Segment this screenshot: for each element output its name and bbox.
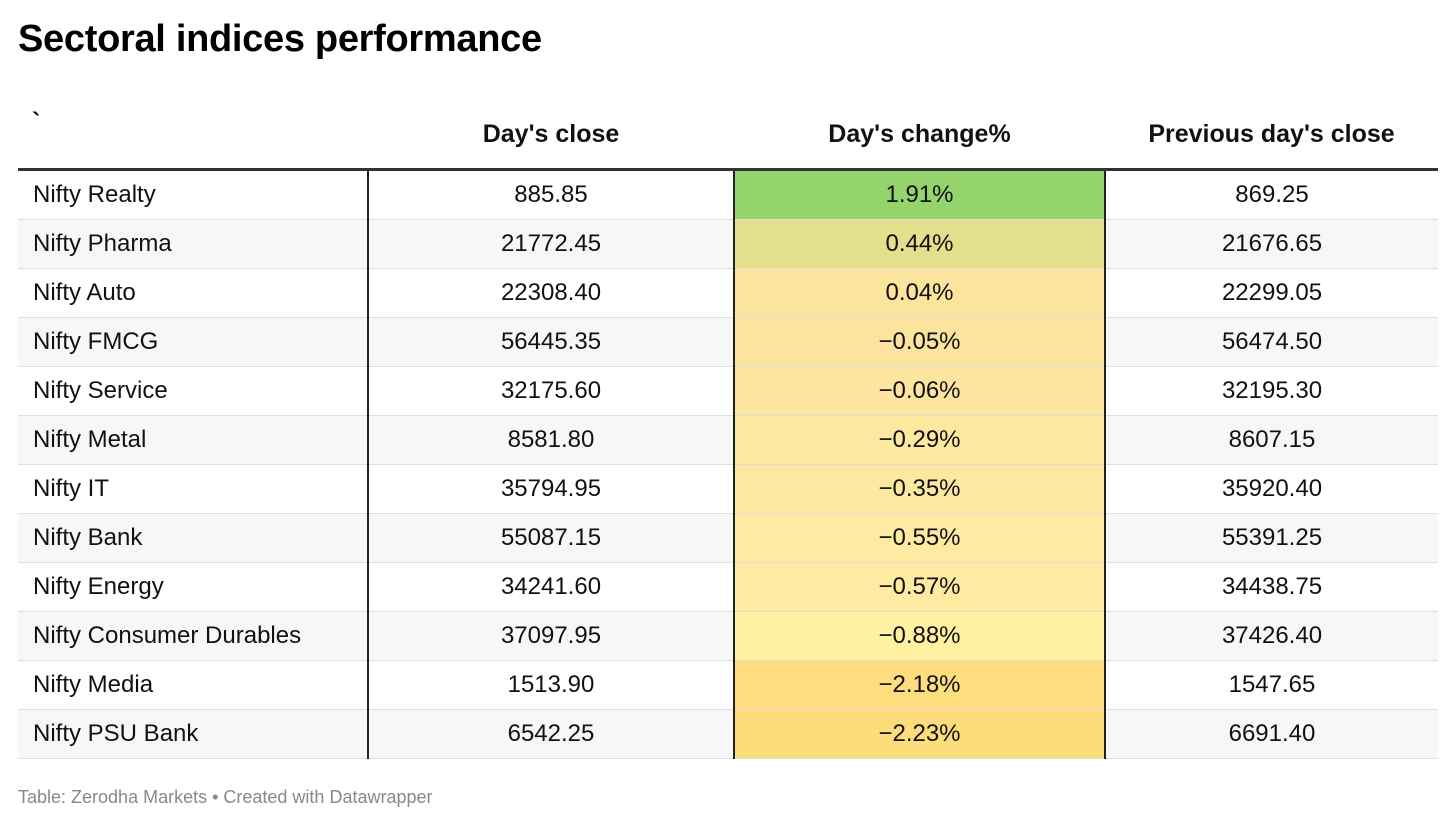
table-row: Nifty PSU Bank 6542.25 −2.23% 6691.40 bbox=[18, 709, 1438, 759]
cell-day-change: −2.23% bbox=[734, 709, 1106, 759]
cell-prev-close: 22299.05 bbox=[1105, 268, 1438, 318]
cell-day-close: 885.85 bbox=[368, 169, 735, 220]
cell-day-change: −0.29% bbox=[734, 415, 1106, 465]
cell-day-close: 35794.95 bbox=[368, 464, 735, 514]
cell-day-change: −0.55% bbox=[734, 513, 1106, 563]
cell-index-name: Nifty Service bbox=[18, 366, 369, 416]
cell-prev-close: 21676.65 bbox=[1105, 219, 1438, 269]
cell-day-change: 0.04% bbox=[734, 268, 1106, 318]
table-row: Nifty Metal 8581.80 −0.29% 8607.15 bbox=[18, 415, 1438, 465]
sector-table: ` Day's close Day's change% Previous day… bbox=[18, 100, 1438, 759]
table-row: Nifty Service 32175.60 −0.06% 32195.30 bbox=[18, 366, 1438, 416]
cell-day-close: 21772.45 bbox=[368, 219, 735, 269]
cell-prev-close: 8607.15 bbox=[1105, 415, 1438, 465]
table-row: Nifty Consumer Durables 37097.95 −0.88% 374… bbox=[18, 611, 1438, 661]
cell-day-change: −0.05% bbox=[734, 317, 1106, 367]
table-row: Nifty IT 35794.95 −0.35% 35920.40 bbox=[18, 464, 1438, 514]
source-footer: Table: Zerodha Markets • Created with Da… bbox=[18, 787, 433, 807]
cell-day-close: 37097.95 bbox=[368, 611, 735, 661]
table-header-row: ` Day's close Day's change% Previous day… bbox=[18, 100, 1438, 171]
column-header-close: Day's close bbox=[368, 100, 734, 171]
cell-day-close: 6542.25 bbox=[368, 709, 735, 759]
table-row: Nifty Pharma 21772.45 0.44% 21676.65 bbox=[18, 219, 1438, 269]
cell-index-name: Nifty Realty bbox=[18, 169, 369, 220]
cell-day-close: 1513.90 bbox=[368, 660, 735, 710]
table-row: Nifty Auto 22308.40 0.04% 22299.05 bbox=[18, 268, 1438, 318]
cell-prev-close: 32195.30 bbox=[1105, 366, 1438, 416]
column-header-change: Day's change% bbox=[734, 100, 1105, 171]
cell-index-name: Nifty FMCG bbox=[18, 317, 369, 367]
cell-prev-close: 56474.50 bbox=[1105, 317, 1438, 367]
cell-index-name: Nifty Bank bbox=[18, 513, 369, 563]
cell-day-change: 1.91% bbox=[734, 169, 1106, 220]
cell-day-change: −0.35% bbox=[734, 464, 1106, 514]
cell-index-name: Nifty Auto bbox=[18, 268, 369, 318]
column-header-name: ` bbox=[18, 100, 368, 171]
cell-index-name: Nifty Metal bbox=[18, 415, 369, 465]
cell-index-name: Nifty Media bbox=[18, 660, 369, 710]
cell-day-close: 22308.40 bbox=[368, 268, 735, 318]
cell-prev-close: 37426.40 bbox=[1105, 611, 1438, 661]
cell-day-close: 32175.60 bbox=[368, 366, 735, 416]
cell-index-name: Nifty PSU Bank bbox=[18, 709, 369, 759]
cell-day-close: 34241.60 bbox=[368, 562, 735, 612]
cell-day-change: −0.06% bbox=[734, 366, 1106, 416]
cell-prev-close: 35920.40 bbox=[1105, 464, 1438, 514]
table-row: Nifty Energy 34241.60 −0.57% 34438.75 bbox=[18, 562, 1438, 612]
table-row: Nifty Realty 885.85 1.91% 869.25 bbox=[18, 169, 1438, 220]
column-header-prev-close: Previous day's close bbox=[1105, 100, 1438, 171]
table-row: Nifty Bank 55087.15 −0.55% 55391.25 bbox=[18, 513, 1438, 563]
cell-prev-close: 1547.65 bbox=[1105, 660, 1438, 710]
cell-index-name: Nifty IT bbox=[18, 464, 369, 514]
table-row: Nifty Media 1513.90 −2.18% 1547.65 bbox=[18, 660, 1438, 710]
table-body: Nifty Realty 885.85 1.91% 869.25 Nifty Pharm… bbox=[18, 169, 1438, 759]
cell-prev-close: 55391.25 bbox=[1105, 513, 1438, 563]
cell-index-name: Nifty Consumer Durables bbox=[18, 611, 369, 661]
cell-day-close: 56445.35 bbox=[368, 317, 735, 367]
cell-day-change: 0.44% bbox=[734, 219, 1106, 269]
cell-prev-close: 869.25 bbox=[1105, 169, 1438, 220]
cell-day-change: −0.88% bbox=[734, 611, 1106, 661]
cell-index-name: Nifty Energy bbox=[18, 562, 369, 612]
cell-prev-close: 34438.75 bbox=[1105, 562, 1438, 612]
cell-prev-close: 6691.40 bbox=[1105, 709, 1438, 759]
cell-day-close: 8581.80 bbox=[368, 415, 735, 465]
cell-day-change: −0.57% bbox=[734, 562, 1106, 612]
cell-index-name: Nifty Pharma bbox=[18, 219, 369, 269]
cell-day-close: 55087.15 bbox=[368, 513, 735, 563]
table-row: Nifty FMCG 56445.35 −0.05% 56474.50 bbox=[18, 317, 1438, 367]
page-title: Sectoral indices performance bbox=[18, 18, 542, 60]
cell-day-change: −2.18% bbox=[734, 660, 1106, 710]
